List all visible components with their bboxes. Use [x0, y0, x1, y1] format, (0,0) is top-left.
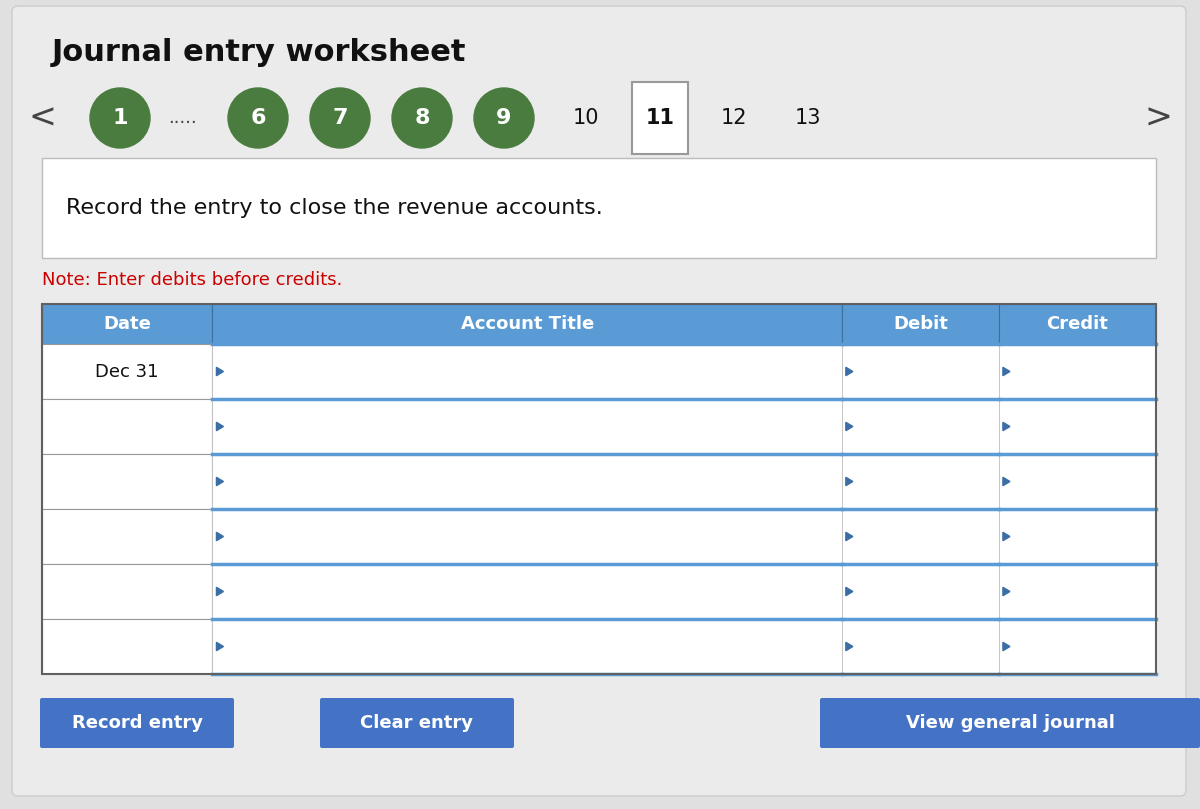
Polygon shape	[1003, 642, 1010, 650]
Polygon shape	[846, 422, 853, 430]
Text: 8: 8	[414, 108, 430, 128]
Circle shape	[228, 88, 288, 148]
FancyBboxPatch shape	[842, 399, 998, 454]
FancyBboxPatch shape	[42, 509, 212, 564]
Polygon shape	[216, 532, 223, 540]
Polygon shape	[1003, 422, 1010, 430]
Polygon shape	[846, 642, 853, 650]
Text: <: <	[28, 101, 56, 134]
Text: 12: 12	[721, 108, 748, 128]
FancyBboxPatch shape	[40, 698, 234, 748]
Polygon shape	[216, 587, 223, 595]
FancyBboxPatch shape	[42, 344, 212, 399]
Text: Dec 31: Dec 31	[96, 362, 158, 380]
FancyBboxPatch shape	[998, 564, 1156, 619]
Text: 13: 13	[794, 108, 821, 128]
Text: 9: 9	[497, 108, 511, 128]
Polygon shape	[846, 587, 853, 595]
FancyBboxPatch shape	[42, 454, 212, 509]
Polygon shape	[846, 477, 853, 485]
Text: Debit: Debit	[893, 315, 948, 333]
Text: Clear entry: Clear entry	[360, 714, 474, 732]
FancyBboxPatch shape	[42, 564, 212, 619]
Polygon shape	[1003, 587, 1010, 595]
FancyBboxPatch shape	[212, 454, 842, 509]
FancyBboxPatch shape	[842, 344, 998, 399]
Polygon shape	[846, 532, 853, 540]
Polygon shape	[216, 367, 223, 375]
FancyBboxPatch shape	[212, 509, 842, 564]
Text: 7: 7	[332, 108, 348, 128]
FancyBboxPatch shape	[320, 698, 514, 748]
Circle shape	[310, 88, 370, 148]
FancyBboxPatch shape	[998, 454, 1156, 509]
Text: Account Title: Account Title	[461, 315, 594, 333]
FancyBboxPatch shape	[12, 6, 1186, 796]
FancyBboxPatch shape	[212, 344, 842, 399]
FancyBboxPatch shape	[820, 698, 1200, 748]
FancyBboxPatch shape	[212, 399, 842, 454]
FancyBboxPatch shape	[842, 509, 998, 564]
Polygon shape	[1003, 367, 1010, 375]
Circle shape	[474, 88, 534, 148]
Text: Note: Enter debits before credits.: Note: Enter debits before credits.	[42, 271, 342, 289]
FancyBboxPatch shape	[212, 304, 842, 344]
Circle shape	[392, 88, 452, 148]
FancyBboxPatch shape	[212, 564, 842, 619]
FancyBboxPatch shape	[842, 304, 998, 344]
Text: 1: 1	[113, 108, 127, 128]
FancyBboxPatch shape	[998, 509, 1156, 564]
Text: Record entry: Record entry	[72, 714, 203, 732]
FancyBboxPatch shape	[42, 619, 212, 674]
Text: Record the entry to close the revenue accounts.: Record the entry to close the revenue ac…	[66, 198, 602, 218]
FancyBboxPatch shape	[42, 304, 212, 344]
Text: View general journal: View general journal	[906, 714, 1115, 732]
Polygon shape	[1003, 477, 1010, 485]
Polygon shape	[216, 642, 223, 650]
FancyBboxPatch shape	[42, 399, 212, 454]
FancyBboxPatch shape	[998, 344, 1156, 399]
FancyBboxPatch shape	[842, 619, 998, 674]
Text: Journal entry worksheet: Journal entry worksheet	[52, 37, 467, 66]
Circle shape	[90, 88, 150, 148]
Text: 10: 10	[572, 108, 599, 128]
Polygon shape	[216, 477, 223, 485]
Polygon shape	[1003, 532, 1010, 540]
Text: >: >	[1144, 101, 1172, 134]
FancyBboxPatch shape	[998, 304, 1156, 344]
Text: Credit: Credit	[1046, 315, 1109, 333]
FancyBboxPatch shape	[632, 82, 688, 154]
FancyBboxPatch shape	[998, 619, 1156, 674]
FancyBboxPatch shape	[212, 619, 842, 674]
Text: .....: .....	[169, 109, 197, 127]
Text: 11: 11	[646, 108, 674, 128]
FancyBboxPatch shape	[42, 158, 1156, 258]
FancyBboxPatch shape	[842, 454, 998, 509]
FancyBboxPatch shape	[998, 399, 1156, 454]
Polygon shape	[846, 367, 853, 375]
FancyBboxPatch shape	[842, 564, 998, 619]
Text: Date: Date	[103, 315, 151, 333]
Polygon shape	[216, 422, 223, 430]
Text: 6: 6	[251, 108, 265, 128]
